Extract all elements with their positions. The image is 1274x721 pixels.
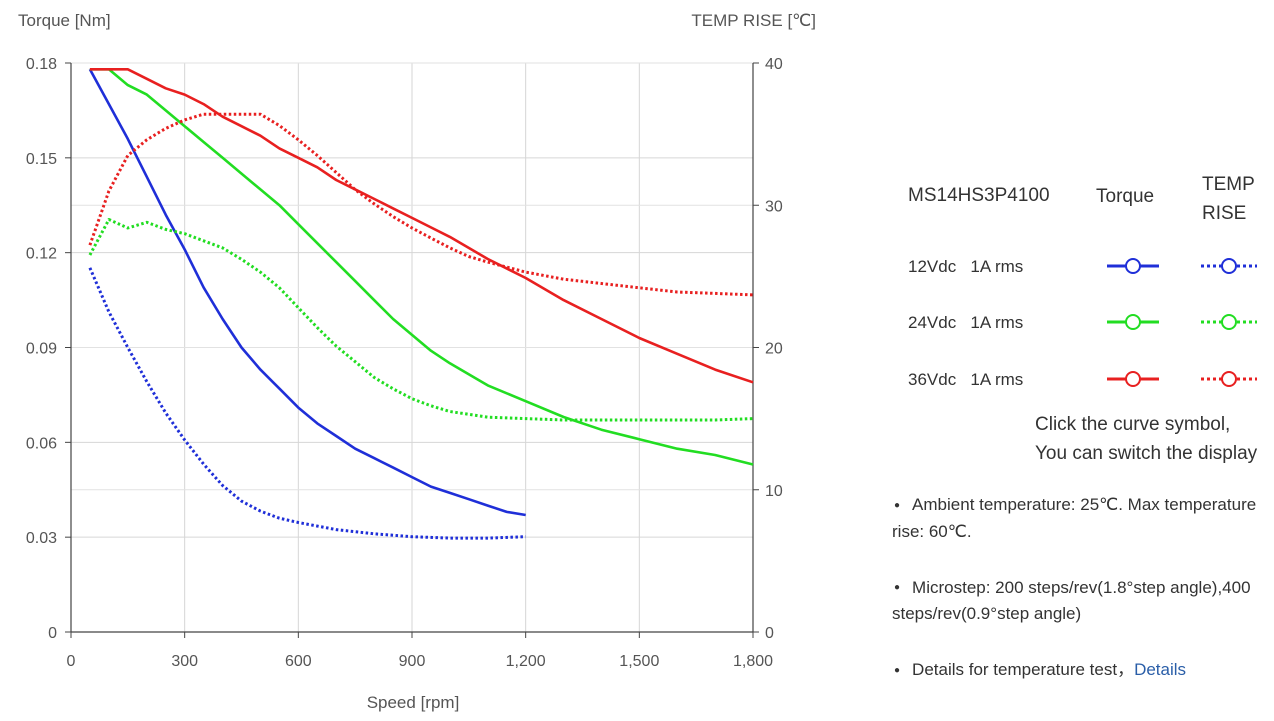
legend-row-36vdc: 36Vdc 1A rms (908, 365, 1268, 395)
right-tick-label: 10 (765, 483, 783, 500)
series-36vdc-torque-line[interactable] (89, 68, 754, 384)
torque-temperature-chart: 0 0.03 0.06 0.09 0.12 0.15 0.18 0 10 20 30 40 0 300 60… (18, 11, 816, 712)
right-axis-label: TEMP RISE [℃] (691, 11, 816, 30)
legend-torque-symbol-24vdc[interactable] (1105, 310, 1161, 334)
series-36vdc-temp-rise-line[interactable] (88, 112, 754, 297)
hint-line-2: You can switch the display (1035, 443, 1258, 464)
x-tick-label: 600 (285, 653, 312, 670)
series-12vdc-temp-rise-line[interactable] (88, 267, 526, 540)
x-axis-label: Speed [rpm] (367, 693, 460, 712)
chart-series[interactable] (88, 68, 754, 540)
x-tick-label: 1,500 (619, 653, 659, 670)
x-tick-label: 300 (171, 653, 198, 670)
details-link[interactable]: Details (1134, 660, 1187, 680)
note-ambient: ● Ambient temperature: 25℃. Max temperatu… (892, 492, 1272, 545)
note-details: ● Details for temperature test，Details (892, 657, 1272, 684)
left-tick-label: 0.03 (26, 530, 57, 547)
left-axis-label: Torque [Nm] (18, 11, 111, 30)
legend-temp-header: TEMP RISE (1202, 174, 1255, 224)
left-tick-label: 0.18 (26, 56, 57, 73)
bullet-icon: ● (894, 499, 901, 511)
chart-axes: 0 0.03 0.06 0.09 0.12 0.15 0.18 0 10 20 30 40 0 300 60… (26, 56, 783, 670)
legend-temp-symbol-12vdc[interactable] (1199, 254, 1259, 278)
right-tick-label: 20 (765, 341, 783, 358)
note-microstep-text: Microstep: 200 steps/rev(1.8°step angle)… (892, 577, 1251, 624)
left-tick-label: 0.06 (26, 435, 57, 452)
x-tick-label: 1,800 (733, 653, 773, 670)
series-12vdc-torque-line[interactable] (88, 68, 526, 517)
legend-torque-symbol-12vdc[interactable] (1105, 254, 1161, 278)
right-tick-label: 40 (765, 56, 783, 73)
left-tick-label: 0.15 (26, 151, 57, 168)
right-tick-label: 0 (765, 625, 774, 642)
legend-torque-header: Torque (1096, 186, 1155, 207)
legend-temp-symbol-24vdc[interactable] (1199, 310, 1259, 334)
notes-list: ● Ambient temperature: 25℃. Max temperatu… (892, 492, 1272, 714)
note-details-text: Details for temperature test， (912, 660, 1135, 680)
legend-row-label: 24Vdc 1A rms (908, 313, 1024, 332)
left-tick-label: 0 (48, 625, 57, 642)
legend-panel: MS14HS3P4100 Torque TEMP RISE 12Vdc 1A r… (895, 160, 1274, 410)
legend-torque-symbol-36vdc[interactable] (1105, 367, 1161, 391)
switch-display-hint: Click the curve symbol, You can switch t… (1035, 410, 1257, 468)
bullet-icon: ● (894, 664, 901, 676)
left-tick-label: 0.09 (26, 341, 57, 358)
legend-model-name: MS14HS3P4100 (908, 185, 1050, 206)
left-tick-label: 0.12 (26, 246, 57, 263)
hint-line-1: Click the curve symbol, (1035, 414, 1231, 435)
chart-grid (71, 62, 754, 632)
legend-row-24vdc: 24Vdc 1A rms (908, 308, 1268, 338)
note-ambient-text: Ambient temperature: 25℃. Max temperatur… (892, 495, 1257, 541)
note-microstep: ● Microstep: 200 steps/rev(1.8°step angle… (892, 575, 1272, 628)
legend-row-label: 12Vdc 1A rms (908, 257, 1024, 276)
x-tick-label: 0 (67, 653, 76, 670)
x-tick-label: 900 (399, 653, 426, 670)
bullet-icon: ● (894, 582, 901, 594)
legend-row-label: 36Vdc 1A rms (908, 370, 1024, 389)
series-24vdc-temp-rise-line[interactable] (88, 218, 754, 422)
legend-row-12vdc: 12Vdc 1A rms (908, 252, 1268, 282)
series-24vdc-torque-line[interactable] (89, 68, 754, 466)
legend-temp-symbol-36vdc[interactable] (1199, 367, 1259, 391)
right-tick-label: 30 (765, 198, 783, 215)
x-tick-label: 1,200 (506, 653, 546, 670)
